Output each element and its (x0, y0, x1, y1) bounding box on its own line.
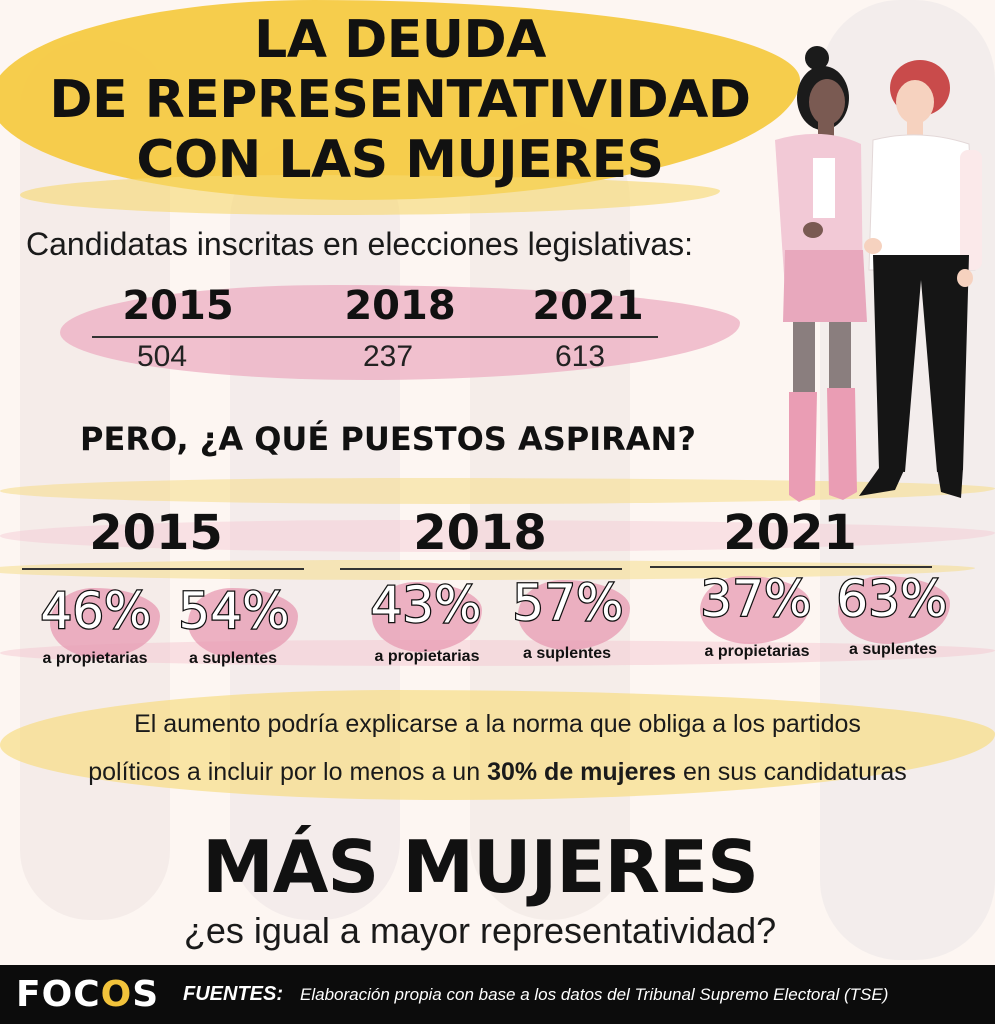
owners-label: a propietarias (704, 643, 810, 660)
candidates-label: Candidatas inscritas en elecciones legis… (26, 226, 694, 262)
logo-text: FOC (16, 974, 101, 1015)
substitutes-label: a suplentes (188, 650, 278, 667)
substitutes-label: a suplentes (848, 641, 938, 658)
yellow-brush (0, 560, 975, 580)
title-line: CON LAS MUJERES (136, 130, 664, 190)
positions-year: 2021 (723, 505, 857, 561)
note-highlight: 30% de mujeres (487, 758, 677, 786)
candidates-year: 2021 (532, 283, 644, 329)
sources-label: FUENTES: (183, 983, 283, 1005)
note-line: políticos a incluir por lo menos a un 30… (0, 748, 995, 796)
positions-divider (340, 568, 622, 570)
sources-text: Elaboración propia con base a los datos … (300, 985, 889, 1004)
owners-label: a propietarias (374, 648, 480, 665)
substitutes-percent: 57% (511, 573, 625, 634)
footer-bar (0, 965, 995, 1024)
note-text: en sus candidaturas (676, 758, 907, 786)
woman-right-figure (859, 60, 982, 498)
title-line: LA DEUDA (254, 10, 546, 70)
woman-left-figure (775, 46, 867, 502)
candidates-divider (92, 336, 658, 338)
explanation-note: El aumento podría explicarse a la norma … (0, 700, 995, 796)
candidates-value: 613 (554, 340, 606, 373)
positions-year: 2018 (413, 505, 547, 561)
substitutes-percent: 54% (177, 581, 291, 642)
logo-o: O (100, 974, 133, 1015)
page-title: LA DEUDA DE REPRESENTATIVIDAD CON LAS MU… (0, 10, 800, 190)
women-illustration (775, 46, 982, 502)
focos-logo: FOCOS (16, 974, 159, 1015)
substitutes-label: a suplentes (522, 645, 612, 662)
note-line: El aumento podría explicarse a la norma … (134, 710, 861, 738)
positions-divider (650, 566, 932, 568)
positions-divider (22, 568, 304, 570)
owners-percent: 46% (39, 581, 153, 642)
substitutes-percent: 63% (835, 569, 949, 630)
candidates-value: 237 (362, 340, 414, 373)
note-text: políticos a incluir por lo menos a un (88, 758, 488, 786)
positions-year: 2015 (89, 505, 223, 561)
title-line: DE REPRESENTATIVIDAD (49, 70, 751, 130)
candidates-year: 2015 (122, 283, 234, 329)
closing-headline: MÁS MUJERES (202, 825, 759, 909)
owners-percent: 43% (369, 575, 483, 636)
owners-percent: 37% (699, 569, 813, 630)
candidates-value: 504 (136, 340, 188, 373)
closing-question: ¿es igual a mayor representatividad? (183, 910, 777, 951)
positions-question: PERO, ¿A QUÉ PUESTOS ASPIRAN? (80, 420, 696, 458)
candidates-year: 2018 (344, 283, 456, 329)
logo-text: S (132, 974, 160, 1015)
owners-label: a propietarias (42, 650, 148, 667)
